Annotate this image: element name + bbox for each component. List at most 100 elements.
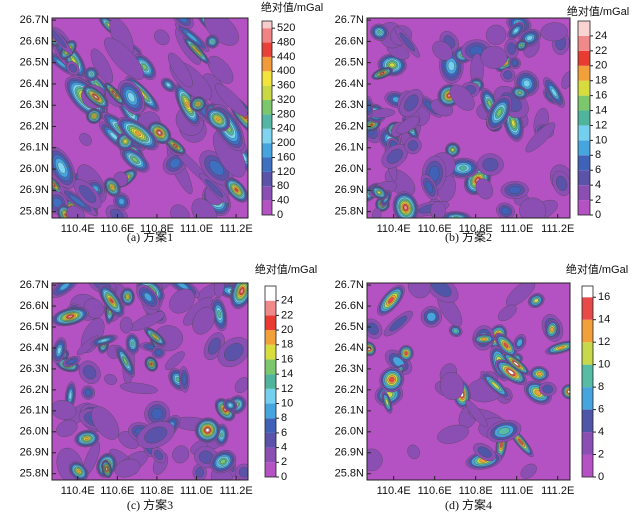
colorbar-tick-label: 8 (598, 381, 604, 393)
contour-band (439, 372, 465, 401)
contour-field (52, 18, 248, 218)
colorbar-block (578, 80, 590, 96)
contour-band (480, 45, 508, 69)
colorbar-tick-label: 10 (281, 397, 293, 409)
x-tick-label: 110.6E (100, 485, 134, 497)
colorbar-block (262, 114, 272, 129)
x-tick-label: 111.0E (180, 223, 213, 235)
contour-band (453, 328, 458, 334)
contour-band (79, 132, 92, 146)
y-tick-label: 26.1N (335, 142, 364, 154)
contour-band (220, 459, 226, 465)
contour-band (557, 345, 565, 350)
contour-band (481, 337, 487, 341)
colorbar-block (265, 432, 276, 448)
colorbar-frame (261, 20, 273, 216)
colorbar-tick-label: 520 (277, 22, 295, 34)
contour-band (556, 175, 568, 191)
colorbar-block (582, 297, 593, 320)
contour-band (52, 400, 77, 420)
y-tick-label: 26.3N (335, 363, 364, 375)
colorbar-block (578, 185, 590, 201)
contour-band (83, 298, 105, 319)
x-tick-label: 110.8E (459, 485, 493, 497)
colorbar-block (582, 432, 593, 455)
contour-band (157, 131, 161, 135)
colorbar-tick-label: 16 (595, 90, 607, 102)
colorbar-tick-label: 280 (277, 108, 295, 120)
contour-band (216, 117, 220, 122)
contour-band (536, 372, 542, 376)
contour-band (164, 351, 185, 371)
contour-band (131, 157, 138, 163)
y-tick-label: 26.4N (20, 342, 49, 354)
contour-band (487, 100, 492, 107)
contour-band (105, 467, 108, 471)
contour-band (76, 469, 81, 473)
colorbar-block (578, 170, 590, 186)
colorbar-tick-label: 160 (277, 151, 295, 163)
colorbar-tick-label: 0 (281, 471, 287, 483)
colorbar-block (265, 403, 276, 419)
colorbar-block (262, 128, 272, 144)
colorbar-block (265, 462, 276, 477)
colorbar-tick-label: 22 (281, 309, 293, 321)
contour-band (516, 338, 523, 347)
contour-band (513, 361, 519, 366)
contour-band (154, 29, 170, 46)
contour-band (181, 373, 187, 386)
colorbar-block (578, 95, 590, 111)
contour-band (511, 119, 516, 127)
colorbar-block (265, 388, 276, 404)
contour-band (110, 185, 114, 189)
contour-band (79, 185, 97, 203)
contour-band (534, 389, 542, 396)
colorbar-tick-label: 4 (598, 426, 604, 438)
colorbar-tick-label: 480 (277, 36, 295, 48)
colorbar-block (582, 286, 593, 298)
y-tick-label: 26.3N (335, 99, 364, 111)
colorbar-block (265, 315, 276, 331)
contour-band (399, 32, 415, 52)
contour-band (403, 205, 408, 210)
contour-band (367, 322, 379, 335)
colorbar-block (578, 21, 590, 36)
colorbar-block (578, 155, 590, 171)
plot-frame (366, 17, 571, 219)
panel: 110.4E 110.6E 110.8E 111.0E 111.2E 25.8N 26.9N… (20, 262, 318, 512)
colorbar-block (578, 140, 590, 156)
colorbar-frame (264, 285, 277, 478)
x-tick-label: 110.4E (61, 485, 95, 497)
y-tick-label: 26.2N (20, 120, 49, 132)
colorbar-tick-label: 6 (598, 403, 604, 415)
colorbar-block (262, 28, 272, 43)
contour-band (234, 188, 239, 192)
contour-band (109, 298, 114, 304)
contour-band (425, 181, 434, 193)
panel-title: (b) 方案2 (445, 229, 492, 244)
panel-title: (c) 方案3 (127, 497, 173, 512)
y-tick-label: 26.1N (20, 142, 49, 154)
contour-band (214, 83, 248, 117)
contour-band (507, 369, 514, 375)
contour-band (496, 109, 502, 117)
colorbar-block (265, 344, 276, 360)
colorbar-tick-label: 200 (277, 137, 295, 149)
y-tick-label: 26.6N (20, 35, 49, 47)
contour-band (194, 48, 199, 53)
contour-band (507, 42, 516, 55)
contour-band (550, 327, 554, 332)
colorbar-tick-label: 12 (595, 119, 607, 131)
colorbar-tick-label: 4 (281, 442, 287, 454)
colorbar-tick-label: 2 (595, 194, 601, 206)
colorbar-label: 绝对值/mGal (255, 262, 317, 276)
contour-band (525, 122, 556, 153)
y-tick-label: 26.9N (335, 184, 364, 196)
colorbar-block (582, 454, 593, 477)
colorbar-tick-label: 18 (281, 339, 293, 351)
y-tick-label: 26.0N (20, 163, 49, 175)
contour-band (126, 295, 129, 299)
contour-band (118, 198, 125, 205)
colorbar-tick-label: 240 (277, 123, 295, 135)
x-tick-label: 111.2E (541, 485, 574, 497)
